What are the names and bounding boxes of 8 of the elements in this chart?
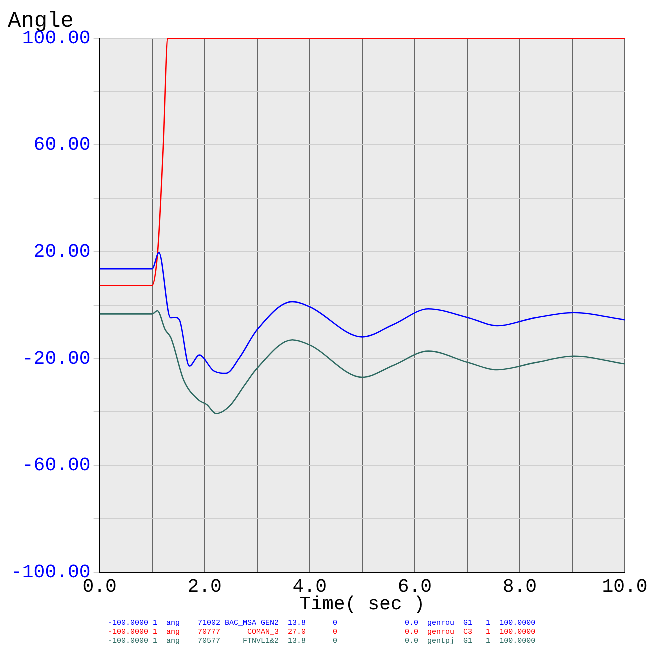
- y-tick-label: -60.00: [22, 454, 91, 477]
- x-axis-title: Time( sec ): [300, 594, 426, 616]
- y-tick-label: 60.00: [34, 134, 91, 156]
- y-tick-label: 20.00: [34, 241, 91, 264]
- x-tick-label: 2.0: [188, 576, 222, 598]
- y-tick-label: -20.00: [22, 348, 91, 370]
- x-tick-label: 10.0: [602, 576, 648, 598]
- x-tick-label: 8.0: [502, 576, 538, 598]
